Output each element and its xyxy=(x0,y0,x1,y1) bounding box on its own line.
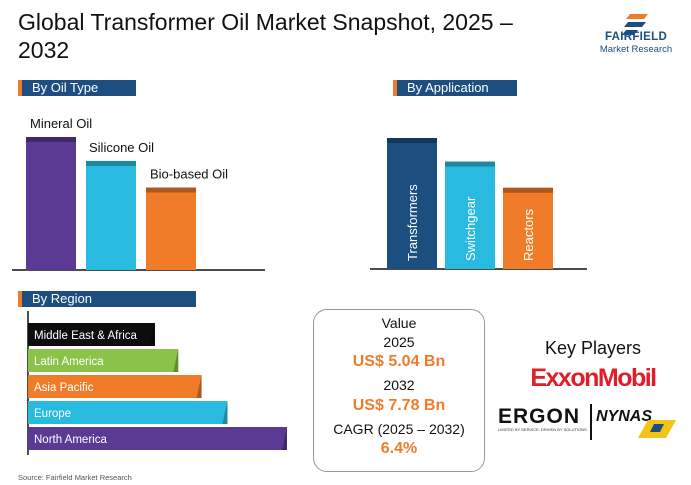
region-bar-edge xyxy=(196,375,202,398)
oil-type-chart: Mineral Oil Silicone Oil Bio-based Oil xyxy=(12,116,265,271)
application-bar xyxy=(387,138,437,269)
cagr-label: CAGR (2025 – 2032) xyxy=(333,421,465,437)
section-label-application: By Application xyxy=(393,80,517,96)
value-heading: Value xyxy=(381,315,417,331)
application-chart: Transformers Switchgear Reactors xyxy=(370,138,587,270)
oil-type-bar-label: Bio-based Oil xyxy=(150,167,228,182)
section-label-oil-type: By Oil Type xyxy=(18,80,136,96)
region-chart: Middle East & Africa Latin America Asia Pa… xyxy=(27,311,287,455)
region-bar-label: North America xyxy=(34,434,107,446)
application-bar-label: Reactors xyxy=(521,208,536,261)
brand-name: FAIRFIELD xyxy=(604,31,668,43)
application-bar-cap xyxy=(387,138,437,143)
oil-type-bar xyxy=(146,187,196,270)
region-bar xyxy=(28,349,179,372)
fairfield-logo-icon xyxy=(622,14,648,35)
region-bar-edge xyxy=(149,323,155,346)
region-bar xyxy=(28,427,287,450)
region-bar-edge xyxy=(282,427,287,450)
oil-type-bar-cap xyxy=(26,137,76,142)
region-bar xyxy=(28,375,202,398)
region-bar-edge xyxy=(173,349,179,372)
ergon-logo: ERGON xyxy=(498,405,581,428)
key-players-title: Key Players xyxy=(544,338,642,358)
oil-type-bar-cap xyxy=(146,187,196,193)
logo-divider xyxy=(590,404,592,440)
oil-type-bar-cap xyxy=(86,160,136,166)
application-bar xyxy=(445,161,495,269)
source-note: Source: Fairfield Market Research xyxy=(18,473,132,482)
region-bar-edge xyxy=(222,401,228,424)
application-bar-cap xyxy=(503,187,553,193)
value-year-2032: 2032 xyxy=(383,377,415,393)
region-bar-label: Asia Pacific xyxy=(34,382,94,394)
oil-type-bar xyxy=(86,160,136,270)
cagr-value: 6.4% xyxy=(380,440,418,457)
value-year-2025: 2025 xyxy=(383,334,415,350)
oil-type-bar-label: Silicone Oil xyxy=(89,140,154,155)
brand-sub: Market Research xyxy=(599,44,673,55)
application-bar-label: Transformers xyxy=(405,184,420,261)
nynas-logo: NYNAS xyxy=(596,408,653,425)
exxonmobil-logo: ExxonMobil xyxy=(530,364,657,392)
application-bar-cap xyxy=(445,161,495,167)
value-2032: US$ 7.78 Bn xyxy=(352,397,446,414)
section-label-region: By Region xyxy=(18,291,196,307)
page-title: Global Transformer Oil Market Snapshot, … xyxy=(18,9,513,63)
region-bar xyxy=(28,323,155,346)
region-bar-label: Europe xyxy=(34,408,71,420)
oil-type-bar-label: Mineral Oil xyxy=(30,116,92,131)
ergon-tagline: LIMITED BY SERVICE. DRIVEN BY SOLUTIONS. xyxy=(498,427,588,432)
nynas-stripes-icon xyxy=(638,420,676,438)
region-bar-label: Latin America xyxy=(34,356,104,368)
value-box xyxy=(313,309,485,472)
application-bar-label: Switchgear xyxy=(463,196,478,261)
value-2025: US$ 5.04 Bn xyxy=(352,353,446,370)
region-bar-label: Middle East & Africa xyxy=(34,330,138,342)
region-bar xyxy=(28,401,228,424)
application-bar xyxy=(503,187,553,269)
oil-type-bar xyxy=(26,137,76,270)
